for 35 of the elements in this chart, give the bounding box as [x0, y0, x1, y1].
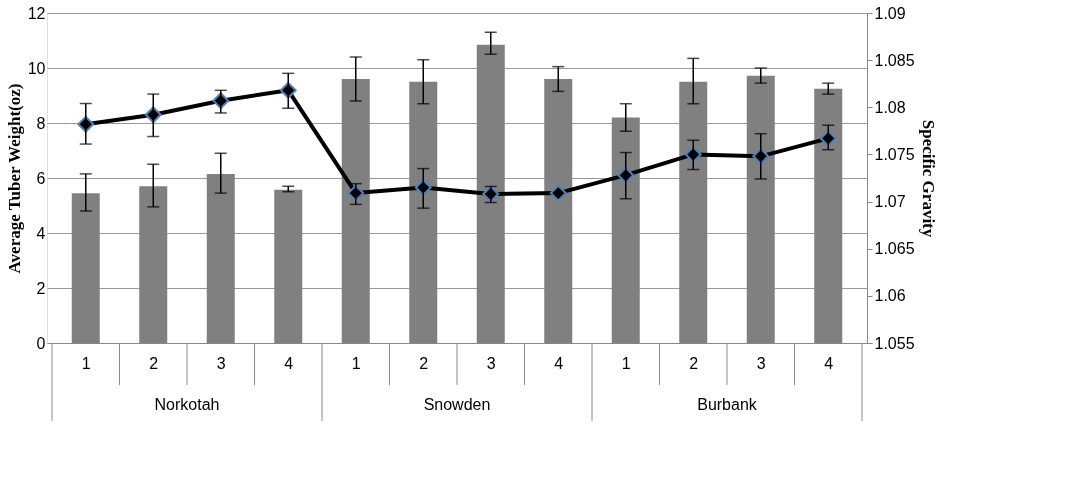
y2-tick-label: 1.065	[874, 240, 915, 258]
y-tick-label: 12	[27, 4, 46, 22]
y2-axis-title: Specific Gravity	[918, 119, 938, 238]
y2-tick-label: 1.08	[874, 98, 906, 116]
y-tick-label: 10	[27, 59, 46, 77]
y-tick-label: 0	[36, 334, 46, 352]
x-tick-label: 2	[419, 354, 429, 372]
x-tick-label: 2	[149, 354, 159, 372]
x-tick-label: 1	[351, 354, 361, 372]
x-tick-label: 4	[284, 354, 294, 372]
y-tick-label: 2	[36, 279, 46, 297]
x-tick-label: 1	[621, 354, 631, 372]
x-tick-label: 4	[824, 354, 834, 372]
text: Burbank	[697, 396, 758, 413]
x-tick-label: 2	[689, 354, 699, 372]
y-tick-label: 8	[36, 114, 46, 132]
y-tick-label: 4	[36, 224, 46, 242]
y2-tick-label: 1.06	[874, 287, 906, 305]
x-tick-label: 3	[216, 354, 226, 372]
text: Snowden	[423, 396, 491, 413]
y2-tick-label: 1.09	[874, 4, 906, 22]
point	[684, 146, 702, 163]
y2-tick-label: 1.075	[874, 145, 915, 163]
y2-tick-label: 1.07	[874, 193, 906, 211]
y2-tick-label: 1.055	[874, 334, 915, 352]
y-axis-title: Average Tuber Weight(oz)	[4, 83, 24, 274]
text: Norkotah	[154, 396, 220, 413]
x-tick-label: 3	[756, 354, 766, 372]
x-tick-label: 4	[554, 354, 564, 372]
point	[549, 184, 567, 202]
x-tick-label: 1	[81, 354, 91, 372]
point	[414, 179, 432, 196]
y2-tick-label: 1.085	[874, 51, 915, 69]
x-tick-label: 3	[486, 354, 496, 372]
y-tick-label: 6	[36, 169, 46, 187]
